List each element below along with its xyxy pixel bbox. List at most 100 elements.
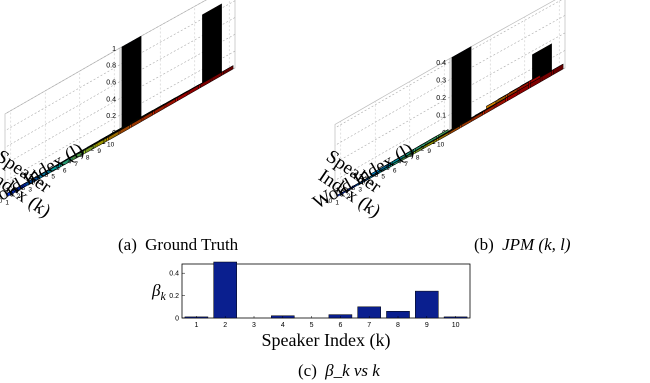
- k-tick-label: 10: [0, 198, 3, 205]
- x-tick-label: 6: [338, 322, 342, 329]
- z-gridline: [4, 17, 236, 148]
- bar-side-face: [211, 3, 222, 82]
- tall-bar: [451, 46, 472, 132]
- bar-top-face: [451, 46, 472, 58]
- bar-front-face: [202, 9, 213, 87]
- k-tick-label: 9: [340, 192, 344, 199]
- z-tick-label: 0.6: [106, 80, 116, 87]
- l-tick-label: 1: [5, 199, 9, 206]
- k-tick-label: 7: [33, 178, 37, 185]
- l-tick-label: 2: [347, 193, 351, 200]
- x-tick-label: 2: [223, 322, 227, 329]
- l-tick-label: 4: [40, 180, 44, 187]
- l-tick-label: 3: [28, 187, 32, 194]
- x-tick-label: 3: [252, 322, 256, 329]
- k-tick-label: 1: [102, 139, 106, 146]
- y-tick-label: 0.2: [169, 293, 179, 300]
- l-tick-label: 8: [86, 155, 90, 162]
- l-tick-label: 4: [370, 180, 374, 187]
- bar-front-face: [451, 51, 462, 132]
- k-tick-label: 8: [352, 185, 356, 192]
- caption-a: (a) Ground Truth: [118, 235, 239, 254]
- l-tick-label: 9: [427, 148, 431, 155]
- bar-top-face: [121, 35, 142, 48]
- bar: [415, 290, 439, 319]
- x-tick-label: 1: [194, 322, 198, 329]
- grid-bar: [6, 182, 27, 198]
- k-tick-label: 8: [22, 185, 26, 192]
- l-tick-label: 7: [404, 161, 408, 168]
- bar-side-face: [553, 63, 564, 75]
- z-gridline: [4, 34, 236, 165]
- y-tick-label: 0: [175, 316, 179, 323]
- bar-top-face: [371, 162, 391, 174]
- bar: [213, 261, 237, 319]
- x-tick-label: 9: [425, 322, 429, 329]
- l-tick-label: 6: [63, 167, 67, 174]
- k-tick-label: 3: [409, 152, 413, 159]
- x-axis-label: Speaker Index (k): [262, 330, 391, 351]
- k-tick-label: 5: [56, 165, 60, 172]
- z-tick-label: 0.2: [106, 113, 116, 120]
- z-gridline: [334, 32, 566, 164]
- z-tick-label: 0.8: [106, 63, 116, 70]
- x-tick-label: 7: [367, 322, 371, 329]
- caption-c: (c) β_k vs k: [298, 361, 380, 380]
- bar-top-face: [336, 184, 357, 196]
- l-tick-label: 10: [107, 142, 115, 149]
- l-tick-label: 8: [416, 155, 420, 162]
- grid-bar: [336, 184, 357, 198]
- k-tick-label: 6: [45, 172, 49, 179]
- l-tick-label: 5: [381, 174, 385, 181]
- y-axis-label: βk: [151, 281, 166, 303]
- k-tick-label: 2: [421, 145, 425, 152]
- z-tick-label: 0.4: [106, 96, 116, 103]
- k-tick-label: 3: [79, 152, 83, 159]
- bar-top-face: [486, 95, 506, 107]
- k-tick-label: 6: [375, 172, 379, 179]
- k-tick-label: 10: [325, 198, 333, 205]
- z-gridline: [4, 0, 207, 115]
- z-gridline: [334, 0, 562, 129]
- bar-side-face: [131, 35, 142, 127]
- l-tick-label: 1: [335, 199, 339, 206]
- l-tick-label: 10: [437, 142, 445, 149]
- l-tick-label: 5: [51, 174, 55, 181]
- y-tick-label: 0.4: [169, 271, 179, 278]
- panel-b-3d-chart: 00.10.20.30.41122334455667788991010Speak…: [309, 0, 566, 222]
- z-tick-label: 1: [112, 46, 116, 53]
- k-tick-label: 5: [386, 165, 390, 172]
- x-tick-label: 5: [310, 322, 314, 329]
- z-tick-label: 0.3: [436, 77, 446, 84]
- bar-top-face: [532, 43, 552, 55]
- k-tick-label: 1: [432, 139, 436, 146]
- bar-top-face: [202, 3, 222, 16]
- z-gridline: [334, 50, 566, 181]
- z-tick-label: 0.2: [436, 95, 446, 102]
- tall-bar: [121, 35, 142, 132]
- panel-a-3d-chart: 00.20.40.60.811122334455667788991010Spea…: [0, 0, 236, 222]
- bar-side-face: [461, 46, 472, 127]
- l-tick-label: 9: [97, 148, 101, 155]
- k-tick-label: 7: [363, 178, 367, 185]
- caption-b: (b) JPM (k, l): [474, 235, 571, 254]
- tall-bar: [202, 3, 222, 87]
- z-gridline: [334, 15, 566, 146]
- l-tick-label: 6: [393, 167, 397, 174]
- bar-front-face: [121, 41, 132, 132]
- z-gridline: [4, 50, 236, 182]
- panel-c-bar-chart: 1 2 3 4 5 6 7 8 9 10 0 0.2 0.4βk Speaker Index (k): [151, 261, 471, 351]
- x-tick-label: 8: [396, 322, 400, 329]
- k-tick-label: 4: [68, 159, 72, 166]
- z-tick-label: 0.1: [436, 112, 446, 119]
- x-tick-label: 10: [452, 322, 460, 329]
- z-gridline: [4, 0, 236, 131]
- l-tick-label: 7: [74, 161, 78, 168]
- l-tick-label: 2: [17, 193, 21, 200]
- bar-top-face: [6, 182, 27, 194]
- l-tick-label: 3: [358, 187, 362, 194]
- x-tick-label: 4: [281, 322, 285, 329]
- k-tick-label: 9: [10, 192, 14, 199]
- k-tick-label: 2: [91, 145, 95, 152]
